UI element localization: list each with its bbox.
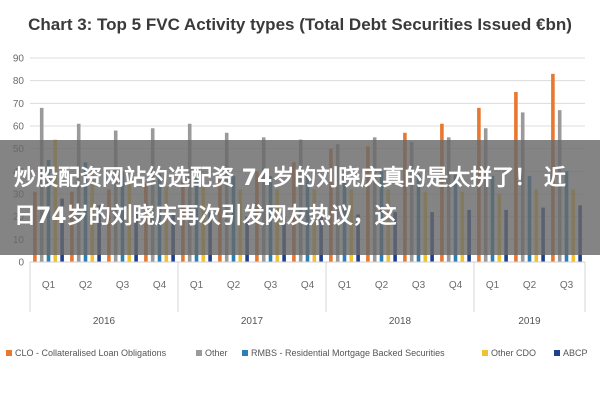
x-tick-label: Q3 (116, 280, 130, 291)
x-tick-label: Q3 (560, 280, 574, 291)
y-tick-label: 80 (13, 76, 25, 87)
x-tick-label: Q2 (375, 280, 389, 291)
chart-title: Chart 3: Top 5 FVC Activity types (Total… (28, 15, 572, 34)
legend: CLO - Collateralised Loan Obligations Oth… (6, 348, 588, 358)
legend-swatch (482, 350, 488, 356)
x-group-label: 2019 (518, 316, 541, 327)
legend-label: ABCP (563, 348, 588, 358)
legend-swatch (6, 350, 12, 356)
x-group-label: 2016 (93, 316, 116, 327)
y-tick-label: 60 (13, 122, 25, 133)
legend-label: Other CDO (491, 348, 536, 358)
legend-swatch (554, 350, 560, 356)
x-tick-label: Q1 (338, 280, 352, 291)
x-tick-label: Q2 (79, 280, 93, 291)
legend-label: CLO - Collateralised Loan Obligations (15, 348, 167, 358)
y-tick-label: 0 (18, 258, 24, 269)
legend-swatch (242, 350, 248, 356)
x-tick-label: Q1 (190, 280, 204, 291)
x-group-label: 2017 (241, 316, 264, 327)
x-tick-label: Q2 (523, 280, 537, 291)
y-tick-label: 70 (13, 99, 25, 110)
x-tick-label: Q3 (264, 280, 278, 291)
x-tick-label: Q2 (227, 280, 241, 291)
legend-swatch (196, 350, 202, 356)
x-tick-label: Q1 (42, 280, 56, 291)
x-tick-label: Q3 (412, 280, 426, 291)
x-axis: Q1 Q2 Q3 Q4 Q1 Q2 Q3 Q4 Q1 Q2 Q3 Q4 Q1 Q2 Q3 2016 2017 20… (29, 261, 586, 327)
x-tick-label: Q4 (449, 280, 463, 291)
x-group-label: 2018 (389, 316, 412, 327)
x-tick-label: Q1 (486, 280, 500, 291)
overlay-banner: 炒股配资网站约选配资 74岁的刘晓庆真的是太拼了！ 近日74岁的刘晓庆再次引发网… (0, 140, 600, 255)
x-tick-label: Q4 (153, 280, 167, 291)
overlay-text: 炒股配资网站约选配资 74岁的刘晓庆真的是太拼了！ 近日74岁的刘晓庆再次引发网… (14, 165, 566, 229)
x-tick-label: Q4 (301, 280, 315, 291)
legend-label: RMBS - Residential Mortgage Backed Secur… (251, 348, 445, 358)
legend-label: Other (205, 348, 228, 358)
y-tick-label: 90 (13, 54, 25, 65)
